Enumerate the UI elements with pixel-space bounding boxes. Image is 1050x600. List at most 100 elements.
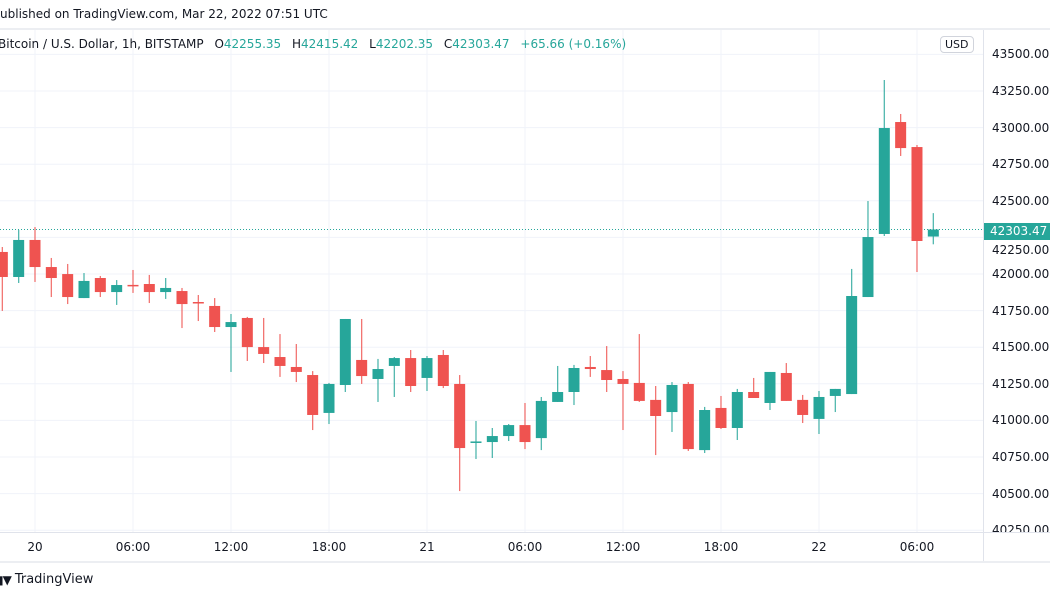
candle-body — [797, 399, 809, 415]
candle-body — [699, 409, 711, 451]
candle — [192, 294, 204, 322]
candle-body — [437, 354, 449, 387]
candle — [650, 386, 662, 456]
candle-body — [225, 322, 237, 328]
symbol-legend: Bitcoin / U.S. Dollar, 1h, BITSTAMP O422… — [0, 37, 626, 51]
candle-body — [111, 285, 123, 293]
candle-body — [552, 392, 564, 402]
time-tick-label: 22 — [811, 540, 827, 554]
candle-body — [911, 147, 923, 241]
candle-body — [388, 358, 400, 366]
close-label: C — [443, 37, 453, 51]
candle — [454, 375, 466, 492]
candle — [143, 274, 155, 304]
candle-body — [568, 368, 580, 393]
time-tick-label: 12:00 — [605, 540, 641, 554]
candle-body — [535, 400, 547, 439]
price-tick-label: 42000.00 — [992, 267, 1050, 281]
candle-body — [421, 358, 433, 378]
candle — [339, 318, 351, 393]
candle-body — [176, 291, 188, 305]
candle-body — [486, 436, 498, 443]
price-tick-label: 43500.00 — [992, 47, 1050, 62]
candle — [862, 201, 874, 298]
candle — [535, 396, 547, 451]
price-tick-label: 42500.00 — [992, 193, 1050, 208]
candle — [780, 363, 792, 401]
candle — [911, 144, 923, 273]
high-label: H — [292, 37, 302, 51]
candle-body — [633, 382, 645, 401]
candle-body — [0, 251, 8, 277]
candle — [127, 269, 139, 293]
candle — [323, 382, 335, 425]
brand-name: TradingView — [14, 572, 94, 587]
currency-button[interactable]: USD — [940, 36, 974, 53]
candle-body — [862, 237, 874, 298]
candle-body — [192, 302, 204, 304]
candle-body — [617, 378, 629, 384]
candle-body — [356, 359, 368, 377]
price-tick-label: 41500.00 — [992, 340, 1050, 355]
candle-body — [160, 287, 172, 293]
candle-body — [258, 347, 270, 354]
time-tick-label: 18:00 — [703, 540, 739, 554]
symbol-title[interactable]: Bitcoin / U.S. Dollar, 1h, BITSTAMP — [0, 37, 204, 51]
candle-body — [748, 392, 760, 399]
candle — [715, 395, 727, 430]
candle — [470, 420, 482, 460]
candle-body — [94, 278, 106, 293]
candle-body — [470, 441, 482, 443]
candle — [797, 394, 809, 424]
candle — [78, 273, 90, 299]
candle — [29, 227, 41, 282]
price-axis[interactable]: 43500.00 43250.00 43000.00 42750.00 42500.00… — [984, 30, 1050, 532]
candle-body — [62, 274, 74, 298]
candle — [225, 314, 237, 372]
candle-body — [372, 369, 384, 379]
low-value: 42202.35 — [375, 37, 434, 51]
candle-body — [143, 284, 155, 293]
candle — [666, 382, 678, 432]
candle-body — [13, 239, 25, 277]
candle-body — [274, 357, 286, 366]
candle — [176, 287, 188, 329]
candle — [895, 113, 907, 156]
time-tick-label: 06:00 — [899, 540, 935, 554]
candle-body — [290, 366, 302, 372]
candle-body — [682, 383, 694, 450]
candle — [160, 278, 172, 299]
close-value: 42303.47 — [452, 37, 510, 51]
price-tick-label: 41750.00 — [992, 303, 1050, 318]
candle-body — [323, 383, 335, 413]
candle-body — [666, 384, 678, 413]
candle — [62, 263, 74, 305]
price-tick-label: 40750.00 — [992, 450, 1050, 464]
candle — [846, 268, 858, 395]
candle — [486, 427, 498, 458]
candle-body — [29, 239, 41, 268]
candle — [552, 365, 564, 402]
candle-body — [307, 375, 319, 415]
candle-body — [829, 388, 841, 396]
candle — [405, 350, 417, 393]
candle — [568, 364, 580, 406]
candle — [13, 230, 25, 283]
time-tick-label: 06:00 — [507, 540, 543, 554]
candlestick-chart[interactable] — [0, 30, 983, 532]
candle-body — [78, 280, 90, 299]
candle — [258, 317, 270, 364]
price-tick-label: 41000.00 — [992, 413, 1050, 428]
candle — [764, 371, 776, 410]
candle-body — [241, 317, 253, 348]
time-tick-label: 12:00 — [213, 540, 249, 554]
candle — [437, 350, 449, 389]
price-tick-label: 42750.00 — [992, 157, 1050, 172]
time-tick-label: 06:00 — [115, 540, 151, 554]
candle — [519, 402, 531, 450]
candle-body — [601, 370, 613, 381]
candle-body — [650, 399, 662, 416]
price-tick-label: 41250.00 — [992, 376, 1050, 391]
candle — [0, 246, 8, 311]
tradingview-brand[interactable]: ▮▼ TradingView — [0, 572, 93, 587]
